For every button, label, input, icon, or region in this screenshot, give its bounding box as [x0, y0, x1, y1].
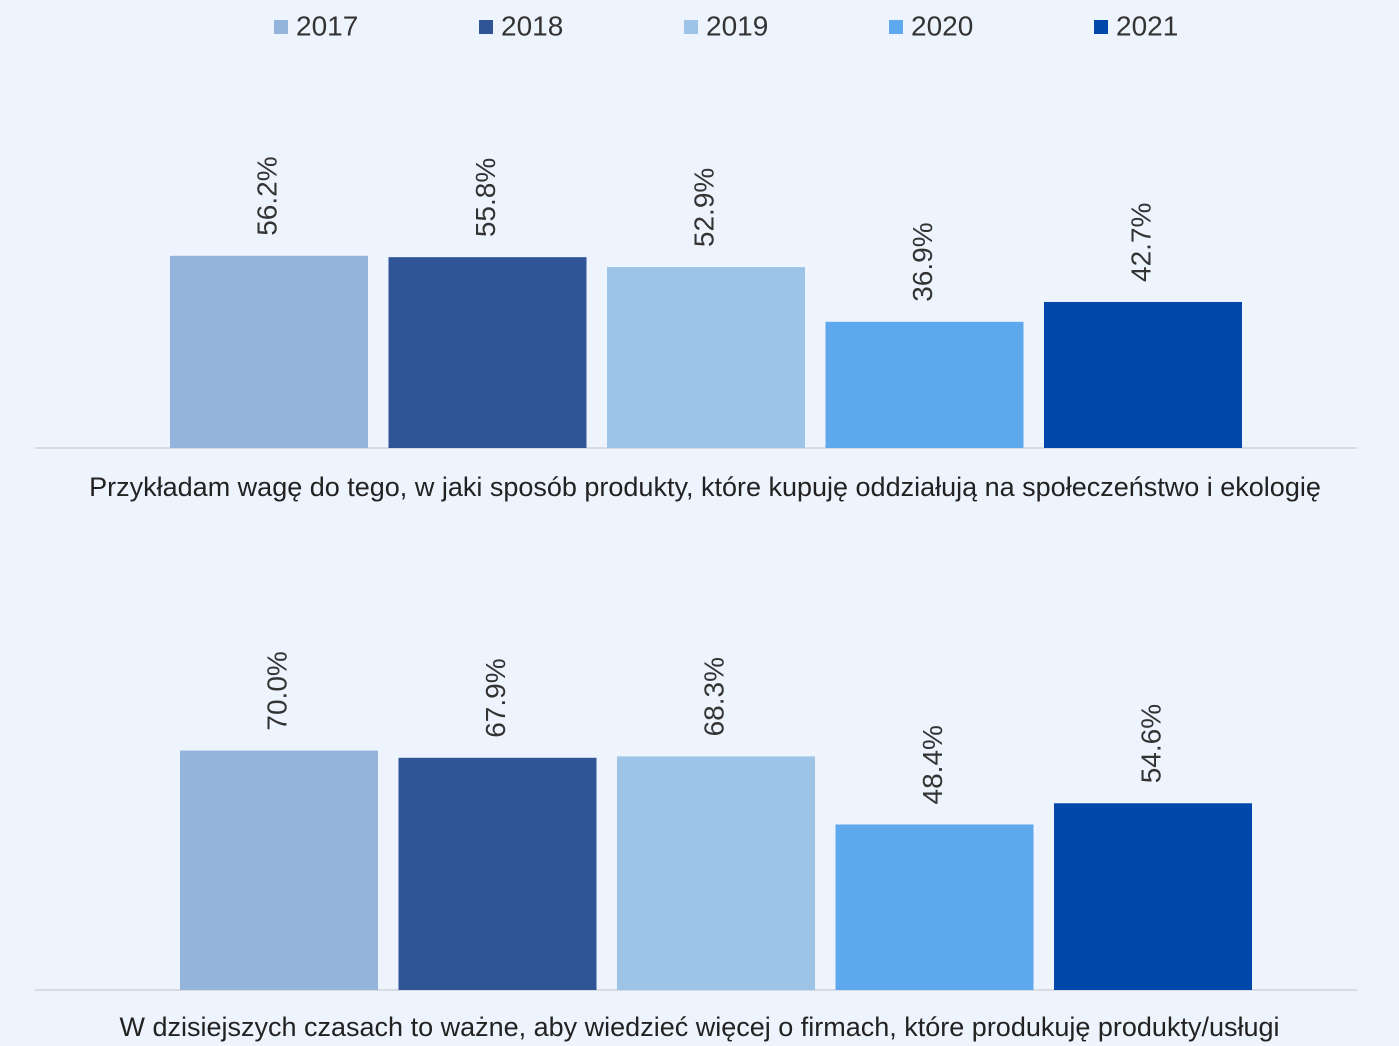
value-label: 48.4% — [917, 725, 948, 804]
legend-swatch — [1094, 20, 1108, 34]
value-label: 42.7% — [1125, 203, 1156, 282]
value-label: 68.3% — [698, 657, 729, 736]
legend-label: 2021 — [1116, 10, 1178, 41]
legend-swatch — [479, 20, 493, 34]
category-label: W dzisiejszych czasach to ważne, aby wie… — [119, 1012, 1280, 1042]
legend-label: 2017 — [296, 10, 358, 41]
legend-label: 2018 — [501, 10, 563, 41]
legend-label: 2019 — [706, 10, 768, 41]
bar — [1054, 803, 1252, 990]
legend-label: 2020 — [911, 10, 973, 41]
bar — [180, 750, 378, 990]
bar — [835, 824, 1034, 990]
category-label: Przykładam wagę do tego, w jaki sposób p… — [89, 472, 1321, 502]
bar — [1044, 301, 1242, 448]
bar — [170, 255, 368, 448]
value-label: 52.9% — [688, 168, 719, 247]
bar — [398, 757, 597, 990]
bar — [388, 257, 587, 448]
legend-swatch — [889, 20, 903, 34]
legend-swatch — [274, 20, 288, 34]
bar — [617, 756, 815, 990]
bar — [607, 267, 805, 448]
value-label: 55.8% — [470, 158, 501, 237]
value-label: 70.0% — [261, 651, 292, 730]
bar — [825, 321, 1024, 448]
value-label: 56.2% — [251, 156, 282, 235]
value-label: 36.9% — [907, 222, 938, 301]
value-label: 67.9% — [480, 658, 511, 737]
value-label: 54.6% — [1135, 704, 1166, 783]
legend-swatch — [684, 20, 698, 34]
